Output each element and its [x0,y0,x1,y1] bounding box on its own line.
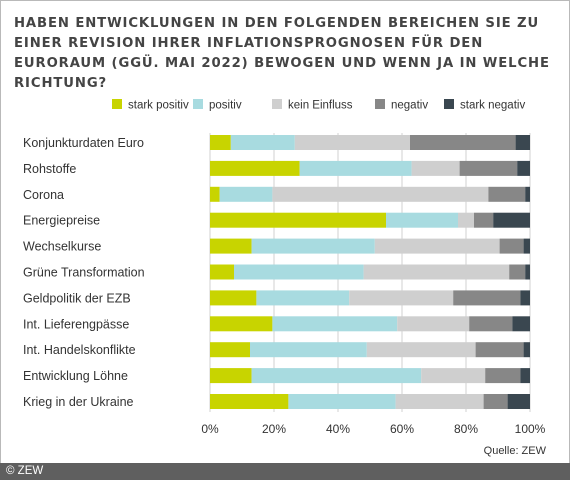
legend: stark positiv positiv kein Einfluss negativ… [112,99,525,112]
bar-segment [483,394,508,409]
bar-segment [272,186,489,202]
category-label: Krieg in der Ukraine [23,395,134,409]
copyright-text: © ZEW [6,465,44,477]
bar-segment [512,316,530,332]
chart-title: HABEN ENTWICKLUNGEN IN DEN FOLGENDEN BER… [14,16,550,91]
bar-segment [509,264,526,280]
bar-segment [499,238,524,254]
bar-segment [493,212,530,228]
bar-segment [474,212,494,228]
bar-segment [507,394,530,409]
bar-segment [288,394,396,409]
bar-segment [210,160,300,176]
bar-segment [520,290,530,306]
bar-segment [210,368,252,384]
legend-label: positiv [209,100,242,112]
bar-segment [485,368,521,384]
copyright-footer: © ZEW [0,463,570,480]
bar-segment [366,342,476,358]
category-label: Energiepreise [23,214,100,228]
bar-segment [397,316,470,332]
bar-segment [210,342,250,358]
x-tick-labels: 0% 20% 40% 60% 80% 100% [201,422,545,436]
bar-segment [458,212,474,228]
x-tick-label: 60% [390,422,414,436]
bar-segment [525,264,530,280]
bar-segment [210,212,386,228]
legend-swatch [112,99,122,109]
legend-swatch [272,99,282,109]
bar-segment [250,342,367,358]
bar-segment [234,264,364,280]
bar-segment [349,290,454,306]
category-label: Wechselkurse [23,240,101,254]
bar-segment [374,238,500,254]
bar-segment [525,186,530,202]
bar-segment [421,368,486,384]
bar-segment [210,135,231,150]
category-label: Int. Lieferengpässe [23,317,129,331]
bar-segment [488,186,526,202]
category-label: Geldpolitik der EZB [23,291,131,305]
legend-swatch [375,99,385,109]
bar-segment [272,316,398,332]
bar-segment [210,264,234,280]
bar-segment [411,160,460,176]
legend-label: negativ [391,100,428,112]
bar-segment [523,238,530,254]
bar-segment [294,135,410,150]
bar-segment [459,160,518,176]
category-label: Int. Handelskonflikte [23,343,136,357]
bar-segment [386,212,458,228]
legend-label: stark negativ [460,100,525,112]
bar-segment [210,238,252,254]
bar-segment [219,186,273,202]
bar-segment [256,290,350,306]
category-label: Entwicklung Löhne [23,369,128,383]
bar-segment [523,342,530,358]
bar-segment [210,316,273,332]
legend-label: stark positiv [128,100,189,112]
bar-segment [251,368,422,384]
bar-segment [453,290,521,306]
bar-segment [210,394,289,409]
bar-segment [515,135,530,150]
category-label: Konjunkturdaten Euro [23,136,144,150]
category-label: Rohstoffe [23,162,76,176]
bar-segment [230,135,295,150]
bar-segment [299,160,412,176]
bar-segment [475,342,524,358]
bar-segment [210,290,257,306]
legend-label: kein Einfluss [288,100,353,112]
legend-swatch [444,99,454,109]
bar-segment [210,186,220,202]
x-tick-label: 20% [262,422,286,436]
legend-swatch [193,99,203,109]
source-note: Quelle: ZEW [483,445,546,457]
x-tick-label: 100% [515,422,546,436]
bars [210,135,530,409]
bar-segment [363,264,510,280]
x-tick-label: 40% [326,422,350,436]
x-tick-label: 0% [201,422,219,436]
bar-segment [517,160,530,176]
bar-segment [395,394,484,409]
category-labels: Konjunkturdaten Euro Rohstoffe Corona Energ… [23,136,145,409]
category-label: Corona [23,188,64,202]
bar-segment [251,238,375,254]
bar-segment [520,368,530,384]
category-label: Grüne Transformation [23,266,145,280]
x-tick-label: 80% [454,422,478,436]
bar-segment [410,135,516,150]
bar-segment [469,316,513,332]
